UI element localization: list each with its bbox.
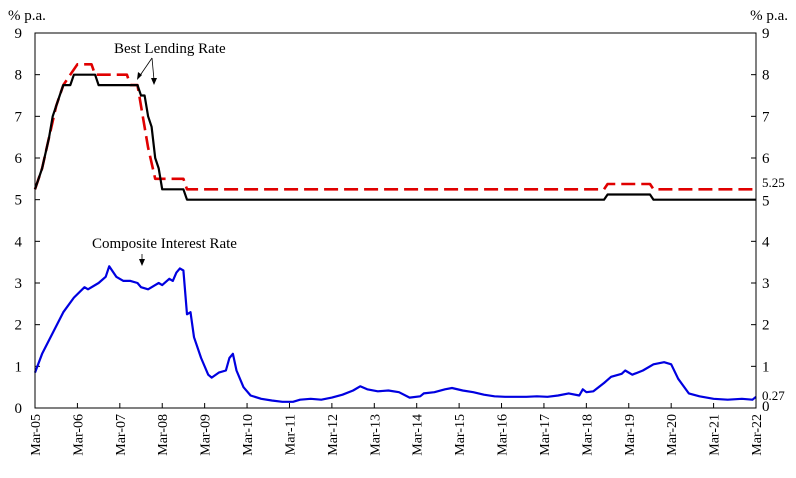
y-unit-right: % p.a. (750, 8, 788, 24)
x-tick-label: Mar-20 (665, 414, 680, 456)
series-line-best_lending_lower (33, 73, 756, 201)
y-tick-label-left: 1 (15, 359, 23, 375)
x-tick-label: Mar-12 (326, 414, 341, 456)
y-tick-label-right: 2 (762, 318, 770, 334)
y-unit-left: % p.a. (8, 8, 46, 24)
y-tick-label-left: 8 (15, 68, 23, 84)
end-label-composite: 0.27 (762, 388, 785, 403)
y-tick-label-right: 7 (762, 109, 770, 125)
x-tick-label: Mar-07 (114, 414, 129, 456)
y-tick-label-left: 5 (15, 193, 23, 209)
y-tick-label-left: 6 (15, 151, 23, 167)
y-tick-label-right: 9 (762, 26, 770, 42)
x-tick-label: Mar-18 (580, 414, 595, 456)
composite-arrowhead (139, 259, 145, 266)
series-line-best_lending_upper (33, 63, 756, 191)
y-tick-label-right: 8 (762, 68, 770, 84)
y-tick-label-left: 7 (15, 109, 23, 125)
x-tick-label: Mar-13 (368, 414, 383, 456)
x-tick-label: Mar-10 (241, 414, 256, 456)
x-tick-label: Mar-11 (283, 414, 298, 455)
best-lending-arrow-1 (138, 57, 153, 78)
y-tick-label-left: 9 (15, 26, 23, 42)
y-tick-label-left: 2 (15, 318, 23, 334)
y-tick-label-left: 0 (15, 401, 23, 417)
x-tick-label: Mar-21 (708, 414, 723, 456)
y-tick-label-left: 4 (15, 234, 23, 250)
axis-ticks: 0 0 1 1 2 2 3 3 4 4 5 5 6 6 7 7 8 8 9 9 Mar-05 Mar-06 Mar-07 Ma… (15, 26, 771, 456)
x-tick-label: Mar-14 (411, 414, 426, 456)
x-tick-label: Mar-06 (71, 414, 86, 456)
series-line-composite (33, 265, 757, 403)
x-tick-label: Mar-19 (623, 414, 638, 456)
best-lending-arrow-2 (151, 57, 155, 81)
x-tick-label: Mar-22 (750, 414, 765, 456)
x-tick-label: Mar-17 (538, 414, 553, 456)
y-tick-label-right: 3 (762, 276, 770, 292)
y-tick-label-right: 1 (762, 359, 770, 375)
y-tick-label-right: 6 (762, 151, 770, 167)
x-tick-label: Mar-08 (156, 414, 171, 456)
x-tick-label: Mar-05 (29, 414, 44, 456)
x-tick-label: Mar-09 (199, 414, 214, 456)
plot-area-frame (34, 32, 757, 409)
x-tick-label: Mar-15 (453, 414, 468, 456)
y-tick-label-right: 0 (762, 399, 770, 415)
x-tick-label: Mar-16 (496, 414, 511, 456)
y-tick-label-right: 4 (762, 234, 770, 250)
end-label-best-lending: 5.25 (762, 175, 785, 190)
series-lines (33, 63, 757, 403)
best-lending-arrowhead-1 (137, 72, 142, 80)
y-tick-label-right: 5 (762, 194, 770, 210)
y-tick-label-left: 3 (15, 276, 23, 292)
best-lending-rate-label: Best Lending Rate (114, 41, 226, 57)
composite-interest-rate-label: Composite Interest Rate (92, 236, 237, 252)
best-lending-arrowhead-2 (151, 78, 157, 85)
